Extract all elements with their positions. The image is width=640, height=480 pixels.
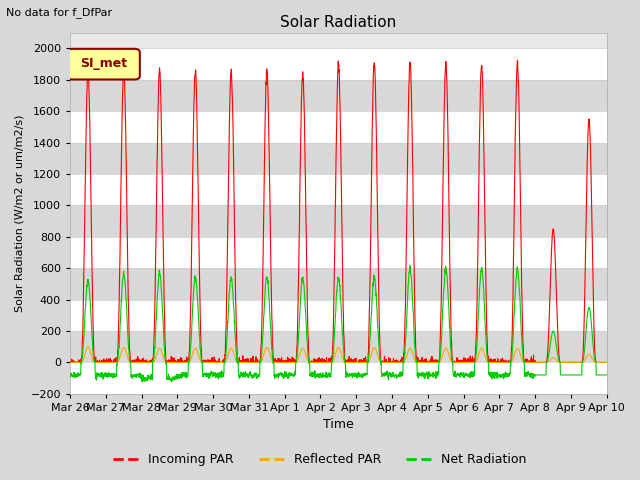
- Bar: [70, 48, 607, 80]
- Bar: [70, 331, 607, 362]
- Y-axis label: Solar Radiation (W/m2 or um/m2/s): Solar Radiation (W/m2 or um/m2/s): [15, 114, 25, 312]
- Text: SI_met: SI_met: [80, 58, 127, 71]
- Bar: [70, 300, 607, 331]
- Bar: [70, 111, 607, 143]
- Bar: [70, 80, 607, 111]
- Bar: [70, 205, 607, 237]
- Bar: [70, 362, 607, 394]
- Bar: [70, 268, 607, 300]
- Title: Solar Radiation: Solar Radiation: [280, 15, 396, 30]
- X-axis label: Time: Time: [323, 419, 354, 432]
- FancyBboxPatch shape: [67, 49, 140, 80]
- Bar: [70, 174, 607, 205]
- Text: No data for f_DfPar: No data for f_DfPar: [6, 7, 113, 18]
- Legend: Incoming PAR, Reflected PAR, Net Radiation: Incoming PAR, Reflected PAR, Net Radiati…: [108, 448, 532, 471]
- Bar: [70, 143, 607, 174]
- Bar: [70, 237, 607, 268]
